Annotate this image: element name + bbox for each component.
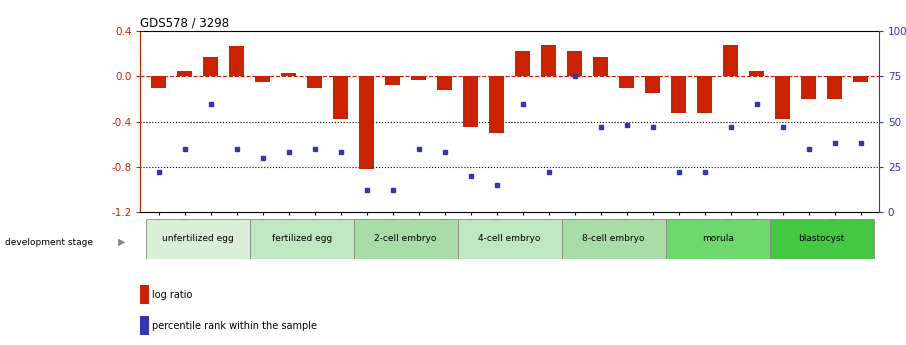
Bar (146, 219, 250, 259)
Text: morula: morula (701, 234, 734, 244)
Text: ▶: ▶ (118, 237, 125, 247)
Bar (645, 76, 660, 93)
Bar (724, 45, 737, 76)
Bar (333, 76, 348, 119)
Bar (282, 73, 295, 76)
Bar (360, 76, 374, 169)
Bar (516, 51, 530, 76)
Bar (827, 76, 842, 99)
Text: development stage: development stage (5, 238, 92, 247)
Text: 2-cell embryo: 2-cell embryo (374, 234, 437, 244)
Bar (749, 71, 764, 76)
Bar (458, 219, 562, 259)
Text: unfertilized egg: unfertilized egg (162, 234, 234, 244)
Text: blastocyst: blastocyst (798, 234, 844, 244)
Bar (353, 219, 458, 259)
Bar (204, 57, 217, 76)
Bar (562, 219, 666, 259)
Bar (250, 219, 353, 259)
Bar (542, 45, 555, 76)
Bar (698, 76, 712, 112)
Text: 8-cell embryo: 8-cell embryo (583, 234, 645, 244)
Text: percentile rank within the sample: percentile rank within the sample (151, 321, 317, 331)
Text: 4-cell embryo: 4-cell embryo (478, 234, 541, 244)
Bar (151, 76, 166, 88)
Bar (438, 76, 452, 90)
Bar (411, 76, 426, 80)
Bar (666, 219, 769, 259)
Bar (567, 51, 582, 76)
Bar (620, 76, 634, 88)
Bar (489, 76, 504, 133)
Text: fertilized egg: fertilized egg (272, 234, 332, 244)
Bar (255, 76, 270, 82)
Bar (385, 76, 400, 85)
Bar (464, 76, 477, 127)
Bar (853, 76, 868, 82)
Bar (229, 46, 244, 76)
Text: GDS578 / 3298: GDS578 / 3298 (140, 17, 229, 30)
Bar (769, 219, 873, 259)
Bar (140, 316, 149, 335)
Bar (776, 76, 790, 119)
Bar (178, 71, 192, 76)
Bar (593, 57, 608, 76)
Bar (140, 285, 149, 304)
Bar (671, 76, 686, 112)
Bar (307, 76, 322, 88)
Text: log ratio: log ratio (151, 290, 192, 299)
Bar (802, 76, 815, 99)
